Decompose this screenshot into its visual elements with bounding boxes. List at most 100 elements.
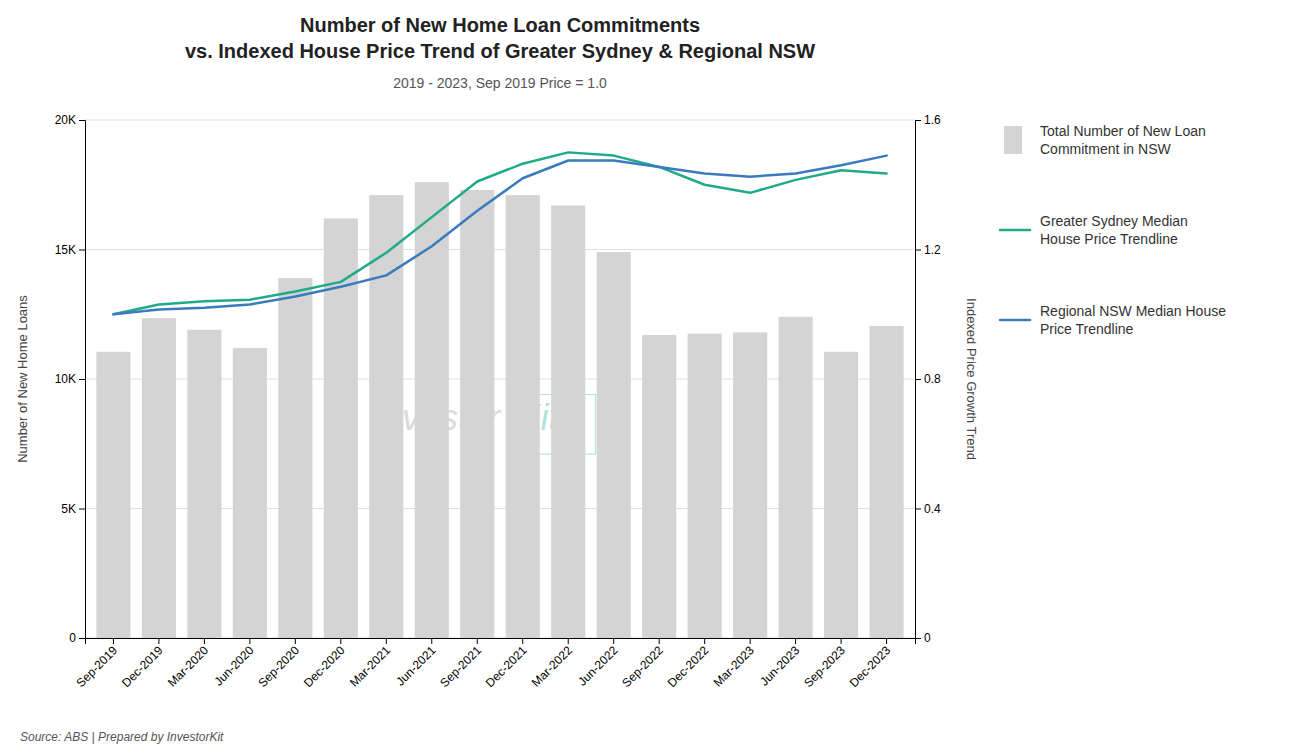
y2-tick-label: 0.8	[924, 372, 941, 386]
bar	[733, 332, 767, 638]
x-tick-label: Sep-2021	[437, 643, 484, 690]
x-tick-label: Mar-2021	[347, 643, 393, 689]
y2-tick: 0.4	[915, 502, 941, 516]
source: Source: ABS | Prepared by InvestorKit	[20, 730, 224, 744]
x-tick-label: Sep-2019	[74, 643, 121, 690]
x-tick-mark	[204, 638, 205, 644]
x-tick-mark	[431, 638, 432, 644]
bar	[642, 335, 676, 638]
y2-tick: 1.2	[915, 243, 941, 257]
x-tick-mark	[886, 638, 887, 644]
x-tick: Dec-2022	[665, 638, 712, 690]
x-tick-mark	[340, 638, 341, 644]
grid	[85, 120, 915, 638]
x-tick-mark	[750, 638, 751, 644]
legend-label: Total Number of New LoanCommitment in NS…	[1040, 123, 1206, 157]
legend-item: Regional NSW Median HousePrice Trendline	[1000, 303, 1226, 337]
x-tick: Dec-2023	[847, 638, 894, 690]
x-tick-mark	[568, 638, 569, 644]
y-tick: 20K	[55, 113, 85, 127]
x-tick: Sep-2023	[801, 638, 848, 690]
x-tick-mark	[795, 638, 796, 644]
grid-line	[85, 120, 915, 121]
y-tick-label: 10K	[55, 372, 76, 386]
y-tick: 5K	[61, 502, 85, 516]
x-tick: Jun-2023	[757, 638, 803, 689]
legend-label: Greater Sydney MedianHouse Price Trendli…	[1040, 213, 1188, 247]
bar	[779, 317, 813, 638]
x-tick: Mar-2023	[711, 638, 757, 690]
y-tick-mark	[79, 509, 85, 510]
plot: InvestorKitSep-2019Dec-2019Mar-2020Jun-2…	[15, 113, 979, 690]
y-tick-label: 5K	[61, 502, 76, 516]
y2-tick-mark	[915, 509, 921, 510]
y2-tick-mark	[915, 638, 921, 639]
x-tick: Dec-2020	[301, 638, 348, 690]
x-tick-label: Jun-2020	[211, 643, 257, 689]
x-tick-label: Jun-2021	[393, 643, 439, 689]
y2-axis-title: Indexed Price Growth Trend	[964, 298, 979, 460]
bar	[551, 205, 585, 638]
y-tick-mark	[79, 120, 85, 121]
line	[113, 156, 886, 315]
x-tick-mark	[659, 638, 660, 644]
legend-item: Total Number of New LoanCommitment in NS…	[1004, 123, 1206, 157]
legend-swatch	[1000, 229, 1030, 232]
title: Number of New Home Loan Commitmentsvs. I…	[185, 14, 815, 62]
bar	[233, 348, 267, 638]
x-tick: Mar-2020	[165, 638, 211, 690]
x-tick-mark	[613, 638, 614, 644]
line	[113, 152, 886, 314]
x-tick-mark	[841, 638, 842, 644]
x-tick: Sep-2020	[255, 638, 302, 690]
subtitle: 2019 - 2023, Sep 2019 Price = 1.0	[393, 75, 607, 91]
x-tick-label: Dec-2022	[665, 643, 712, 690]
bar	[96, 352, 130, 638]
y2-tick-mark	[915, 250, 921, 251]
y-axis-title: Number of New Home Loans	[15, 295, 30, 463]
x-tick: Jun-2022	[575, 638, 621, 689]
y2-tick-label: 1.2	[924, 243, 941, 257]
x-tick: Jun-2021	[393, 638, 439, 689]
x-tick-label: Jun-2023	[757, 643, 803, 689]
y2-tick: 1.6	[915, 113, 941, 127]
x-tick: Sep-2022	[619, 638, 666, 690]
y-tick-mark	[79, 379, 85, 380]
bar	[870, 326, 904, 638]
y2-tick-mark	[915, 120, 921, 121]
y-axis: 0 5K 10K 15K 20K	[55, 113, 86, 645]
x-tick-label: Mar-2020	[165, 643, 211, 689]
y-tick: 15K	[55, 243, 85, 257]
bar	[597, 252, 631, 638]
x-tick: Dec-2019	[119, 638, 166, 690]
y-tick: 10K	[55, 372, 85, 386]
y-tick: 0	[69, 631, 85, 645]
bar	[688, 334, 722, 638]
y2-axis-line	[916, 121, 922, 639]
y2-tick-label: 1.6	[924, 113, 941, 127]
legend-item: Greater Sydney MedianHouse Price Trendli…	[1000, 213, 1188, 247]
y2-tick: 0.8	[915, 372, 941, 386]
y2-tick: 0	[915, 631, 931, 645]
x-tick-mark	[295, 638, 296, 644]
y-tick-label: 20K	[55, 113, 76, 127]
bar	[278, 278, 312, 638]
x-tick-label: Dec-2023	[847, 643, 894, 690]
y2-tick-label: 0	[924, 631, 931, 645]
x-tick: Mar-2021	[347, 638, 393, 690]
x-tick-label: Sep-2020	[255, 643, 302, 690]
legend: Total Number of New LoanCommitment in NS…	[1000, 123, 1226, 337]
bar-series	[96, 182, 903, 638]
x-tick-mark	[522, 638, 523, 644]
x-tick: Jun-2020	[211, 638, 257, 689]
x-tick: Mar-2022	[529, 638, 575, 690]
x-tick: Sep-2019	[74, 638, 121, 690]
y-axis-line	[79, 121, 86, 639]
marks	[96, 152, 903, 638]
x-tick-label: Sep-2022	[619, 643, 666, 690]
legend-swatch	[1004, 126, 1022, 154]
legend-label: Regional NSW Median HousePrice Trendline	[1040, 303, 1226, 337]
x-tick-mark	[158, 638, 159, 644]
y2-tick-mark	[915, 379, 921, 380]
y-tick-mark	[79, 250, 85, 251]
